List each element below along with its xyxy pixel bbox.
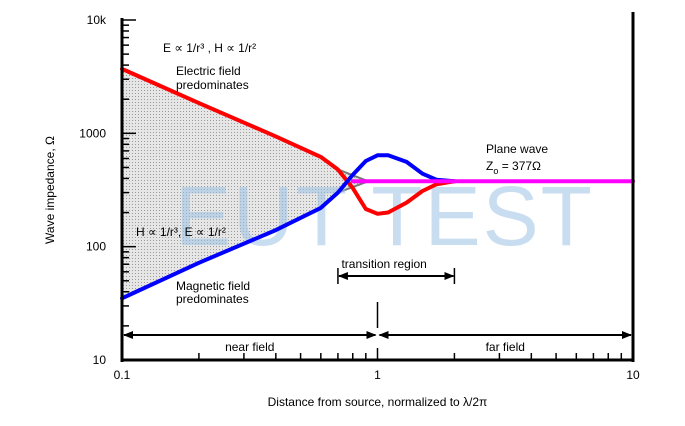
y-tick-label: 10 — [93, 353, 107, 367]
e-relation-label: E ∝ 1/r³ , H ∝ 1/r² — [163, 41, 256, 55]
electric-field-line — [120, 66, 457, 216]
far-field-label: far field — [486, 340, 525, 354]
y-axis-label: Wave impedance, Ω — [43, 136, 57, 244]
x-axis-label: Distance from source, normalized to λ/2π — [268, 395, 488, 409]
plane-wave-label: Plane wave — [486, 142, 548, 156]
y-tick-label: 100 — [86, 240, 106, 254]
x-tick-label: 1 — [374, 368, 381, 382]
magnetic-field-label-1: Magnetic field — [176, 279, 250, 293]
near-field-label: near field — [225, 340, 274, 354]
y-tick-label: 10k — [87, 13, 107, 27]
electric-field-label-1: Electric field — [176, 64, 241, 78]
y-tick-label: 1000 — [79, 126, 106, 140]
x-tick-label: 0.1 — [114, 368, 131, 382]
magnetic-field-label-2: predominates — [176, 292, 249, 306]
magnetic-field-line — [120, 153, 457, 301]
x-tick-label: 10 — [626, 368, 640, 382]
z0-label: Zo = 377Ω — [486, 159, 541, 176]
electric-field-label-2: predominates — [176, 78, 249, 92]
near-field-shading — [122, 68, 369, 299]
h-relation-label: H ∝ 1/r³, E ∝ 1/r² — [136, 225, 226, 239]
watermark: EUT TEST — [175, 169, 594, 263]
transition-label: transition region — [341, 257, 426, 271]
